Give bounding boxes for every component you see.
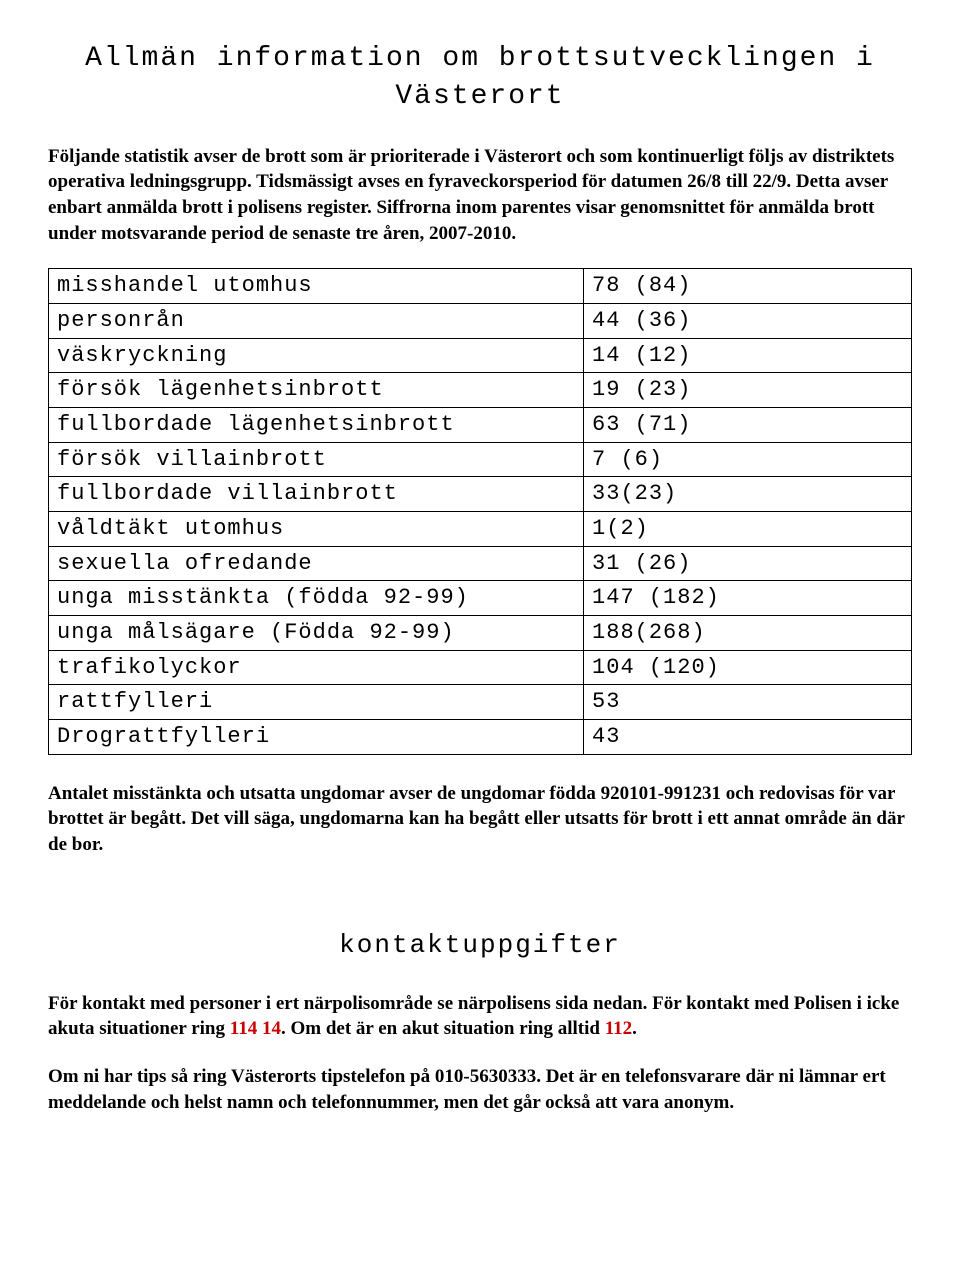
table-cell-label: unga målsägare (Födda 92-99): [49, 616, 584, 651]
contact-paragraph-2: Om ni har tips så ring Västerorts tipste…: [48, 1064, 912, 1115]
table-row: sexuella ofredande31 (26): [49, 546, 912, 581]
table-cell-value: 147 (182): [584, 581, 912, 616]
table-cell-value: 104 (120): [584, 650, 912, 685]
phone-emergency: 112: [605, 1018, 632, 1039]
contact-paragraph-1: För kontakt med personer i ert närpoliso…: [48, 991, 912, 1042]
contact-text: . Om det är en akut situation ring allti…: [281, 1018, 605, 1039]
contact-heading: kontaktuppgifter: [48, 928, 912, 963]
table-cell-label: fullbordade villainbrott: [49, 477, 584, 512]
table-cell-label: trafikolyckor: [49, 650, 584, 685]
table-row: försök villainbrott7 (6): [49, 442, 912, 477]
table-cell-value: 31 (26): [584, 546, 912, 581]
table-cell-label: rattfylleri: [49, 685, 584, 720]
table-row: väskryckning14 (12): [49, 338, 912, 373]
table-cell-value: 78 (84): [584, 269, 912, 304]
table-cell-value: 33(23): [584, 477, 912, 512]
table-cell-label: fullbordade lägenhetsinbrott: [49, 407, 584, 442]
table-cell-value: 1(2): [584, 511, 912, 546]
table-row: trafikolyckor104 (120): [49, 650, 912, 685]
table-cell-value: 188(268): [584, 616, 912, 651]
table-cell-label: personrån: [49, 303, 584, 338]
table-cell-value: 44 (36): [584, 303, 912, 338]
table-row: försök lägenhetsinbrott19 (23): [49, 373, 912, 408]
intro-paragraph: Följande statistik avser de brott som är…: [48, 144, 912, 247]
table-row: unga målsägare (Födda 92-99)188(268): [49, 616, 912, 651]
table-row: fullbordade lägenhetsinbrott63 (71): [49, 407, 912, 442]
table-cell-label: försök villainbrott: [49, 442, 584, 477]
table-row: Drograttfylleri43: [49, 720, 912, 755]
contact-text: .: [632, 1018, 637, 1039]
table-row: unga misstänkta (födda 92-99)147 (182): [49, 581, 912, 616]
crime-stats-table: misshandel utomhus78 (84)personrån44 (36…: [48, 268, 912, 755]
table-cell-value: 19 (23): [584, 373, 912, 408]
page-title: Allmän information om brottsutvecklingen…: [48, 40, 912, 116]
table-cell-value: 14 (12): [584, 338, 912, 373]
table-cell-label: försök lägenhetsinbrott: [49, 373, 584, 408]
table-row: personrån44 (36): [49, 303, 912, 338]
table-row: fullbordade villainbrott33(23): [49, 477, 912, 512]
phone-nonemergency: 114 14: [230, 1018, 281, 1039]
table-cell-label: sexuella ofredande: [49, 546, 584, 581]
table-cell-label: Drograttfylleri: [49, 720, 584, 755]
table-row: misshandel utomhus78 (84): [49, 269, 912, 304]
table-cell-label: våldtäkt utomhus: [49, 511, 584, 546]
after-table-paragraph: Antalet misstänkta och utsatta ungdomar …: [48, 781, 912, 858]
table-cell-value: 7 (6): [584, 442, 912, 477]
table-cell-label: unga misstänkta (födda 92-99): [49, 581, 584, 616]
table-cell-value: 43: [584, 720, 912, 755]
table-cell-label: misshandel utomhus: [49, 269, 584, 304]
table-row: rattfylleri53: [49, 685, 912, 720]
table-cell-label: väskryckning: [49, 338, 584, 373]
table-cell-value: 63 (71): [584, 407, 912, 442]
table-cell-value: 53: [584, 685, 912, 720]
table-row: våldtäkt utomhus1(2): [49, 511, 912, 546]
